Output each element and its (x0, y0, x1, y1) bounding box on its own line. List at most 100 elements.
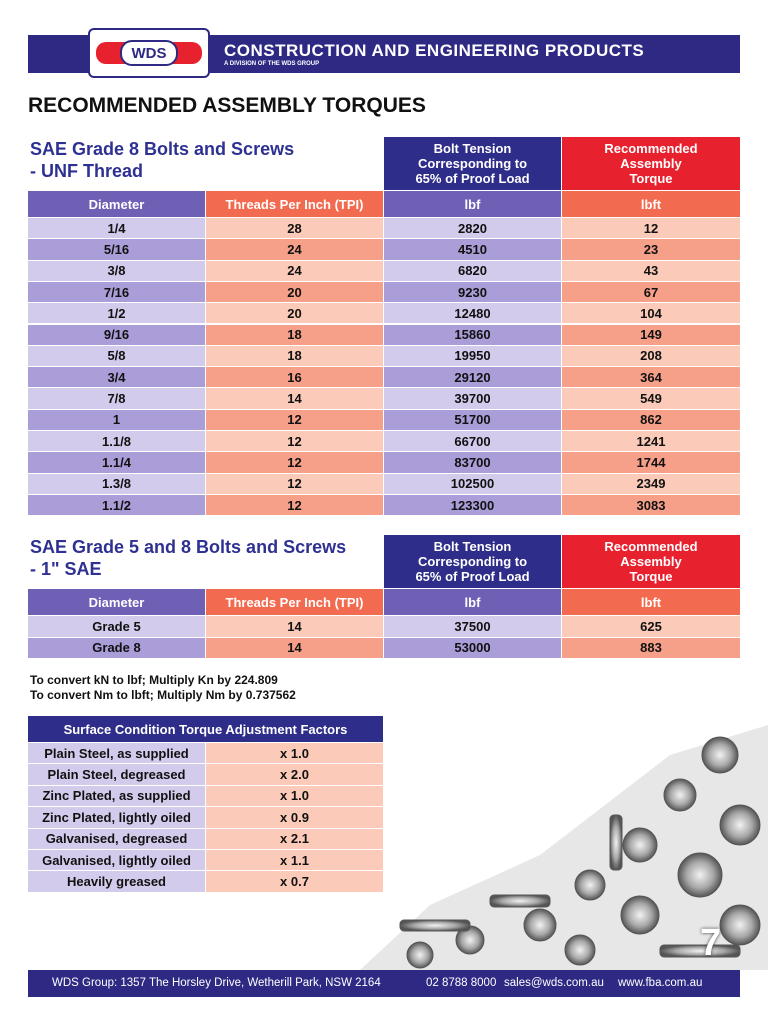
table-cell: 883 (562, 637, 740, 658)
conversion-note: To convert kN to lbf; Multiply Kn by 224… (30, 673, 278, 687)
table-cell: 24 (206, 260, 383, 281)
table-cell: 7/8 (28, 388, 205, 409)
table-cell: 625 (562, 616, 740, 637)
table-cell: 1.3/8 (28, 473, 205, 494)
factor-cell: x 2.1 (206, 828, 383, 849)
table-cell: 1241 (562, 431, 740, 452)
header-title: CONSTRUCTION AND ENGINEERING PRODUCTS (224, 41, 645, 60)
table-cell: 20 (206, 303, 383, 324)
table-cell: 53000 (384, 637, 561, 658)
table-cell: 3/8 (28, 260, 205, 281)
table-cell: 549 (562, 388, 740, 409)
footer-band (28, 970, 740, 997)
group-header: Recommended Assembly Torque (562, 137, 740, 190)
column-header: lbf (384, 589, 561, 615)
bolts-image (360, 725, 768, 970)
table-cell: 14 (206, 388, 383, 409)
table-cell: 16 (206, 367, 383, 388)
group-header-line: Recommended (604, 539, 698, 554)
table-cell: 24 (206, 239, 383, 260)
column-header: Threads Per Inch (TPI) (206, 589, 383, 615)
factor-cell: Galvanised, lightly oiled (28, 850, 205, 871)
section-title: - UNF Thread (30, 161, 144, 181)
footer-text: WDS Group: 1357 The Horsley Drive, Wethe… (52, 977, 381, 989)
section-title: - 1" SAE (30, 559, 102, 579)
factors-title: Surface Condition Torque Adjustment Fact… (28, 716, 383, 742)
table-cell: 12 (206, 452, 383, 473)
factor-cell: x 2.0 (206, 764, 383, 785)
group-header: Bolt Tension Corresponding to 65% of Proof… (384, 535, 561, 588)
factor-cell: x 1.0 (206, 785, 383, 807)
group-header-line: Recommended (604, 141, 698, 156)
table-cell: 3/4 (28, 367, 205, 388)
table-cell: 208 (562, 345, 740, 367)
table-cell: 19950 (384, 345, 561, 367)
table-cell: Grade 8 (28, 637, 205, 658)
table-cell: 14 (206, 637, 383, 658)
table-cell: 7/16 (28, 281, 205, 303)
table-cell: 29120 (384, 367, 561, 388)
table-cell: 12 (206, 409, 383, 430)
table-cell: 149 (562, 324, 740, 345)
group-header-line: Assembly (620, 554, 682, 569)
table-cell: 12 (206, 473, 383, 494)
column-header: lbft (562, 589, 740, 615)
table-cell: 862 (562, 409, 740, 430)
table-cell: 2349 (562, 473, 740, 494)
group-header-line: 65% of Proof Load (415, 171, 530, 186)
page-title: RECOMMENDED ASSEMBLY TORQUES (28, 94, 426, 117)
table-cell: 4510 (384, 239, 561, 260)
table-cell: 43 (562, 260, 740, 281)
table-cell: 66700 (384, 431, 561, 452)
group-header: Recommended Assembly Torque (562, 535, 740, 588)
table-cell: 12 (206, 494, 383, 516)
table-cell: 3083 (562, 494, 740, 516)
table-cell: 123300 (384, 494, 561, 516)
table-cell: 18 (206, 345, 383, 367)
table-cell: 14 (206, 616, 383, 637)
table-cell: 1.1/4 (28, 452, 205, 473)
section-title: SAE Grade 5 and 8 Bolts and Screws (30, 537, 347, 557)
table-cell: 1.1/2 (28, 494, 205, 516)
logo-text: WDS (120, 40, 178, 66)
column-header: lbf (384, 191, 561, 217)
group-header: Bolt Tension Corresponding to 65% of Proof… (384, 137, 561, 190)
table-cell: 1 (28, 409, 205, 430)
column-header: Diameter (28, 191, 205, 217)
table-cell: 1/4 (28, 218, 205, 239)
table-cell: 18 (206, 324, 383, 345)
table-cell: 1744 (562, 452, 740, 473)
factor-cell: x 0.9 (206, 807, 383, 828)
table-cell: 364 (562, 367, 740, 388)
table-cell: 28 (206, 218, 383, 239)
conversion-note: To convert Nm to lbft; Multiply Nm by 0.… (30, 688, 296, 702)
table-cell: 1.1/8 (28, 431, 205, 452)
table-cell: 6820 (384, 260, 561, 281)
table-cell: 67 (562, 281, 740, 303)
footer-text: 02 8788 8000 (426, 977, 497, 989)
factor-cell: Zinc Plated, lightly oiled (28, 807, 205, 828)
column-header: Diameter (28, 589, 205, 615)
table-cell: 83700 (384, 452, 561, 473)
table-cell: 39700 (384, 388, 561, 409)
table-cell: 2820 (384, 218, 561, 239)
group-header-line: Corresponding to (417, 554, 528, 569)
table-cell: 1/2 (28, 303, 205, 324)
table-cell: 104 (562, 303, 740, 324)
group-header-line: Torque (629, 171, 673, 186)
factor-cell: x 1.0 (206, 743, 383, 764)
factor-cell: Plain Steel, as supplied (28, 743, 205, 764)
logo-box: WDS (88, 28, 210, 78)
table-cell: 20 (206, 281, 383, 303)
table-cell: 5/8 (28, 345, 205, 367)
table-cell: 5/16 (28, 239, 205, 260)
section-title: SAE Grade 8 Bolts and Screws (30, 139, 295, 159)
table-cell: 23 (562, 239, 740, 260)
group-header-line: 65% of Proof Load (415, 569, 530, 584)
column-header: lbft (562, 191, 740, 217)
table-cell: 12 (206, 431, 383, 452)
table-cell: 51700 (384, 409, 561, 430)
factor-cell: Galvanised, degreased (28, 828, 205, 849)
factor-cell: Zinc Plated, as supplied (28, 785, 205, 807)
table-cell: 9/16 (28, 324, 205, 345)
